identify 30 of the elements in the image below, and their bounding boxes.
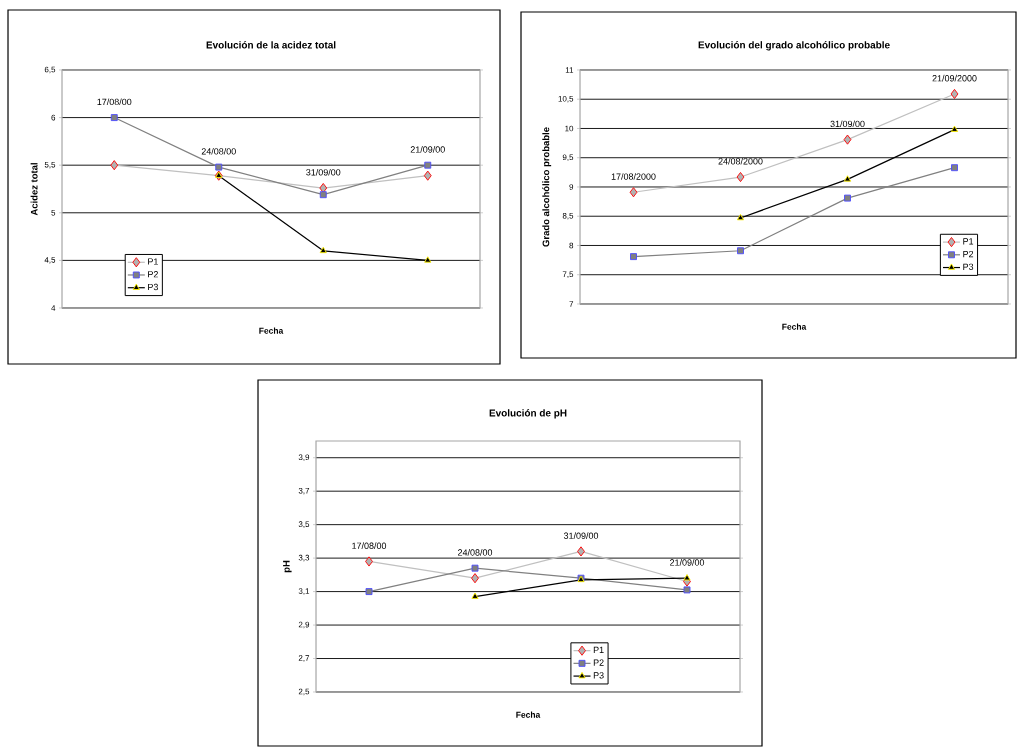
legend-label: P3 (148, 283, 158, 291)
legend-label: P2 (963, 250, 974, 258)
chart-title: Evolución de pH (489, 409, 567, 419)
legend-label: P1 (963, 238, 974, 245)
annotation: 21/09/00 (670, 559, 705, 566)
x-axis-title: Fecha (259, 327, 284, 334)
annotation: 17/08/00 (97, 98, 132, 106)
annotation: 31/09/00 (306, 168, 341, 176)
y-axis-title: Acidez total (30, 163, 38, 216)
annotation: 21/09/2000 (932, 74, 977, 82)
legend-label: P1 (593, 646, 604, 653)
y-axis-title: pH (283, 560, 292, 573)
annotation: 24/08/00 (201, 147, 236, 155)
annotation: 24/08/00 (458, 549, 493, 556)
annotation: 31/09/00 (830, 120, 865, 128)
y-axis-title: Grado alcohólico probable (542, 127, 552, 247)
x-axis-title: Fecha (516, 711, 541, 718)
annotation: 17/08/00 (352, 542, 387, 549)
annotation: 31/09/00 (563, 532, 599, 539)
legend-label: P2 (593, 659, 604, 666)
annotation: 24/08/2000 (718, 157, 763, 165)
legend-label: P3 (963, 263, 974, 271)
legend-label: P2 (148, 271, 158, 278)
annotation: 17/08/2000 (611, 173, 656, 180)
annotation: 21/09/00 (410, 146, 445, 153)
legend-label: P3 (593, 672, 604, 679)
legend-label: P1 (148, 258, 158, 265)
chart-title: Evolución de la acidez total (206, 41, 336, 49)
chart-title: Evolución del grado alcohólico probable (698, 41, 890, 51)
x-axis-title: Fecha (782, 323, 807, 330)
